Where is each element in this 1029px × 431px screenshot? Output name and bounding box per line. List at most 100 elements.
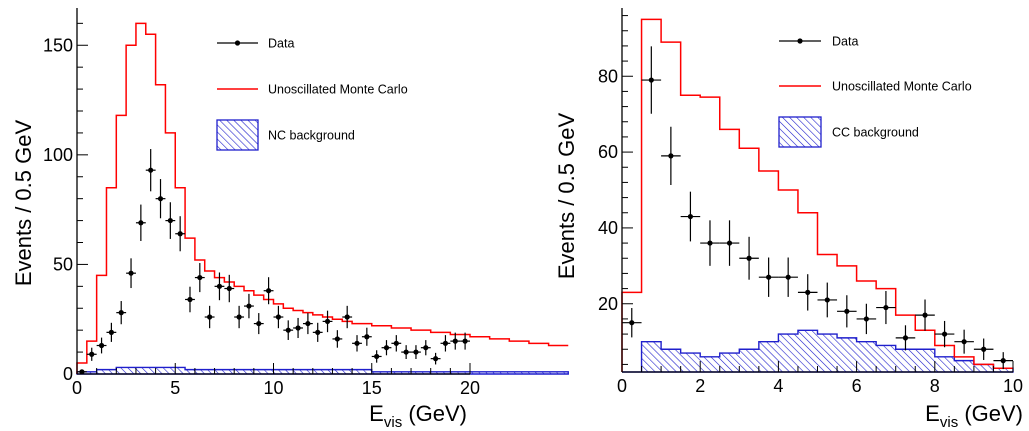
data-point <box>817 282 838 318</box>
y-axis-label: Events / 0.5 GeV <box>11 120 36 287</box>
data-marker <box>256 320 262 327</box>
x-tick-label: 20 <box>460 378 480 398</box>
data-marker <box>462 338 468 344</box>
legend: Data Unoscillated Monte Carlo CC backgro… <box>778 35 972 148</box>
x-tick-label: 2 <box>695 376 705 396</box>
legend-mc-label: Unoscillated Monte Carlo <box>268 83 408 97</box>
data-marker <box>295 325 301 331</box>
data-marker <box>766 274 772 280</box>
data-point <box>954 329 974 354</box>
data-marker <box>285 327 291 333</box>
data-marker <box>883 304 889 311</box>
data-point <box>460 332 470 350</box>
data-point <box>361 327 372 346</box>
data-marker <box>902 335 909 341</box>
legend-data-marker <box>797 38 803 44</box>
data-point <box>244 293 254 319</box>
cc-background-histogram <box>622 329 1014 373</box>
data-marker <box>197 274 203 281</box>
data-marker <box>334 336 340 342</box>
data-marker <box>344 314 350 320</box>
x-tick-label: 6 <box>852 376 862 396</box>
mc-line <box>621 18 1013 372</box>
data-marker <box>89 351 95 357</box>
x-axis-label-main: E <box>925 401 940 426</box>
data-marker <box>383 345 390 351</box>
data-marker <box>961 339 967 345</box>
data-point <box>778 257 798 297</box>
data-point <box>322 310 333 333</box>
x-tick-label: 5 <box>170 378 180 398</box>
chart-panel-right: 0 2 4 6 8 10 20 40 60 80 Data Unoscillated Monte … <box>554 8 1023 431</box>
data-point <box>126 258 136 289</box>
data-point <box>214 272 225 301</box>
y-tick-label: 80 <box>598 66 618 86</box>
data-point <box>934 320 955 348</box>
legend-bg-label: CC background <box>832 126 919 140</box>
chart-panel-left: 0 5 10 15 20 0 50 100 150 Data Unoscillated Mont… <box>11 8 569 431</box>
x-axis-label-sub: vis <box>384 414 402 431</box>
data-marker <box>177 231 183 237</box>
background-area <box>622 329 1014 373</box>
x-tick-label: 10 <box>1003 376 1023 396</box>
data-marker <box>442 340 449 346</box>
data-points <box>622 46 1013 370</box>
data-point <box>391 335 402 352</box>
data-point <box>185 286 195 313</box>
nc-background-histogram <box>76 366 569 375</box>
data-marker <box>157 196 164 202</box>
data-marker <box>844 308 850 314</box>
x-axis-label-unit: (GeV) <box>402 401 467 426</box>
data-marker <box>941 331 948 337</box>
data-marker <box>226 285 232 292</box>
data-marker <box>364 334 370 340</box>
data-point <box>283 320 294 340</box>
data-point <box>758 257 779 297</box>
data-marker <box>785 274 791 280</box>
data-point <box>739 236 759 280</box>
legend-data-marker <box>234 40 241 46</box>
legend-mc-label: Unoscillated Monte Carlo <box>832 80 972 94</box>
data-point <box>411 345 421 360</box>
data-point <box>352 335 362 352</box>
data-marker <box>433 356 439 362</box>
data-marker <box>98 342 105 349</box>
data-points <box>77 149 470 375</box>
x-axis-label: Evis (GeV) <box>369 401 467 431</box>
y-axis-label: Events / 0.5 GeV <box>554 113 579 280</box>
data-point <box>116 301 127 325</box>
data-marker <box>207 314 213 320</box>
x-axis-label: Evis (GeV) <box>925 401 1023 431</box>
data-marker <box>413 349 419 355</box>
data-point <box>312 322 323 342</box>
x-tick-label: 10 <box>263 378 283 398</box>
data-marker <box>167 217 173 224</box>
x-tick-label: 8 <box>930 376 940 396</box>
data-point <box>641 46 662 114</box>
data-point <box>332 330 343 348</box>
data-marker <box>1000 358 1006 364</box>
data-point <box>661 126 681 185</box>
data-marker <box>824 297 830 303</box>
legend-data-label: Data <box>832 35 858 49</box>
data-marker <box>236 314 242 320</box>
data-marker <box>374 353 380 360</box>
x-tick-label: 0 <box>72 378 82 398</box>
x-tick-label: 4 <box>773 376 783 396</box>
data-point <box>440 335 451 352</box>
data-point <box>430 352 441 365</box>
x-axis-label-sub: vis <box>940 414 958 431</box>
data-point <box>135 204 146 241</box>
data-marker <box>324 318 331 325</box>
y-tick-label: 40 <box>598 218 618 238</box>
data-marker <box>187 296 193 303</box>
data-marker <box>216 283 223 289</box>
x-axis-label-main: E <box>369 401 384 426</box>
data-point <box>680 191 701 242</box>
data-point <box>856 303 877 335</box>
data-point <box>165 202 176 239</box>
y-tick-label: 150 <box>43 35 73 55</box>
mc-histogram <box>621 18 1013 372</box>
mc-line <box>76 22 569 374</box>
data-point <box>401 345 412 360</box>
